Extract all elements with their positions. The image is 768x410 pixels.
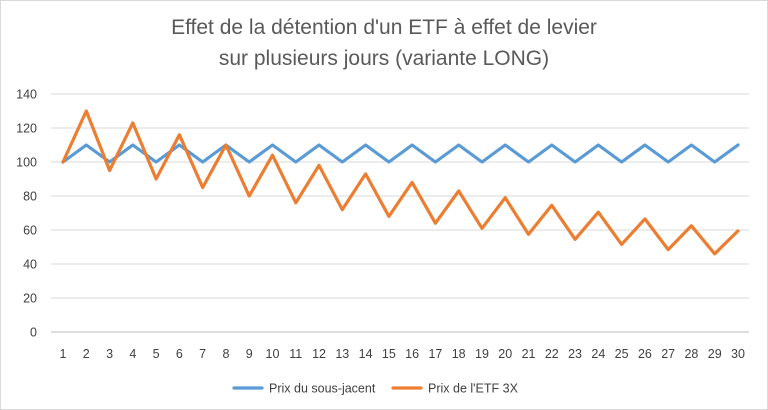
x-tick-label: 23 xyxy=(568,347,582,361)
x-tick-label: 11 xyxy=(289,347,302,361)
x-tick-label: 17 xyxy=(428,347,442,361)
y-tick-label: 120 xyxy=(16,122,37,136)
x-tick-label: 24 xyxy=(591,347,605,361)
series-lines xyxy=(61,109,740,256)
x-axis-ticks: 1 2 3 4 5 6 7 8 9 10 11 12 13 14 15 16 17 18 19 20 21 22 23 24 2… xyxy=(60,347,745,361)
x-tick-label: 16 xyxy=(405,347,419,361)
x-tick-label: 27 xyxy=(661,347,675,361)
x-tick-label: 29 xyxy=(708,347,722,361)
y-tick-label: 140 xyxy=(16,88,37,102)
chart-title-line-2: sur plusieurs jours (variante LONG) xyxy=(219,47,549,70)
x-tick-label: 6 xyxy=(176,347,183,361)
x-tick-label: 9 xyxy=(246,347,253,361)
x-tick-label: 19 xyxy=(475,347,489,361)
x-tick-label: 10 xyxy=(266,347,280,361)
series-line-1 xyxy=(61,143,740,164)
x-tick-label: 15 xyxy=(382,347,396,361)
y-axis-ticks: 0 20 40 60 80 100 120 140 xyxy=(16,88,37,340)
x-tick-label: 20 xyxy=(498,347,512,361)
x-tick-label: 8 xyxy=(222,347,229,361)
x-tick-label: 4 xyxy=(129,347,136,361)
gridlines xyxy=(51,93,749,333)
y-tick-label: 100 xyxy=(16,156,37,170)
series-line-2 xyxy=(61,109,740,256)
y-tick-label: 60 xyxy=(23,224,37,238)
x-tick-label: 25 xyxy=(615,347,629,361)
chart-title-line-1: Effet de la détention d'un ETF à effet d… xyxy=(171,16,597,39)
y-tick-label: 20 xyxy=(23,292,37,306)
y-tick-label: 40 xyxy=(23,258,37,272)
x-tick-label: 26 xyxy=(638,347,652,361)
x-tick-label: 3 xyxy=(106,347,113,361)
x-tick-label: 30 xyxy=(731,347,745,361)
legend: Prix du sous-jacent Prix de l'ETF 3X xyxy=(232,382,519,396)
x-tick-label: 5 xyxy=(153,347,160,361)
x-tick-label: 28 xyxy=(684,347,698,361)
y-tick-label: 0 xyxy=(30,326,37,340)
x-tick-label: 18 xyxy=(452,347,466,361)
x-tick-label: 13 xyxy=(335,347,349,361)
x-tick-label: 7 xyxy=(199,347,206,361)
y-tick-label: 80 xyxy=(23,190,37,204)
x-tick-label: 1 xyxy=(60,347,67,361)
legend-label: Prix du sous-jacent xyxy=(269,382,376,396)
x-tick-label: 22 xyxy=(545,347,559,361)
legend-label: Prix de l'ETF 3X xyxy=(428,382,519,396)
x-tick-label: 14 xyxy=(359,347,373,361)
x-tick-label: 12 xyxy=(312,347,326,361)
x-tick-label: 21 xyxy=(522,347,536,361)
x-tick-label: 2 xyxy=(83,347,90,361)
